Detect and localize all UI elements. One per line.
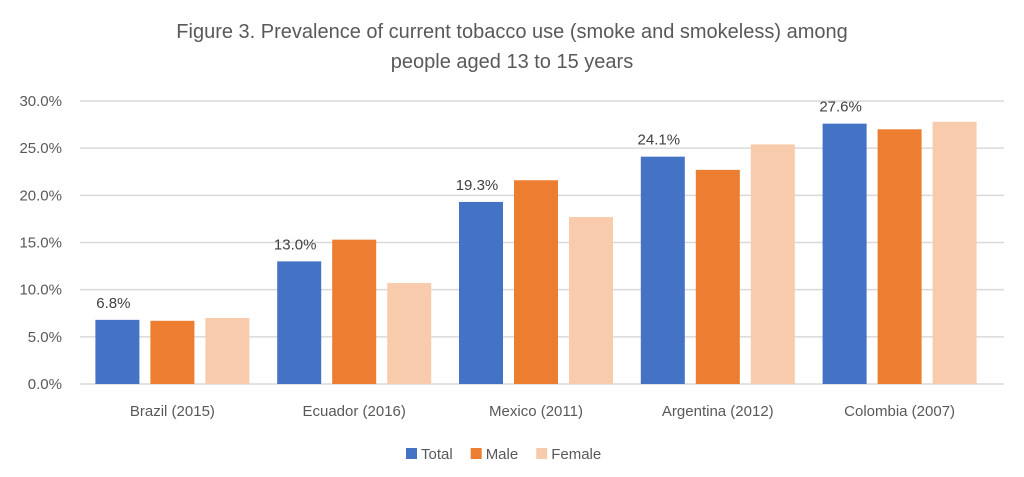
bar-male	[514, 180, 558, 384]
bar-female	[205, 317, 250, 384]
bar-total	[822, 123, 867, 384]
bar-female	[932, 121, 977, 385]
legend-label: Total	[421, 446, 453, 463]
y-tick-label: 30.0%	[19, 93, 62, 110]
legend-label: Female	[551, 446, 601, 463]
bar-total	[95, 319, 140, 384]
data-label: 19.3%	[456, 177, 499, 194]
data-label: 13.0%	[274, 236, 317, 253]
y-tick-label: 20.0%	[19, 187, 62, 204]
x-category-label: Colombia (2007)	[844, 403, 955, 420]
bar-total	[640, 156, 685, 384]
x-category-label: Argentina (2012)	[662, 403, 774, 420]
x-category-label: Mexico (2011)	[489, 403, 583, 420]
y-tick-label: 15.0%	[19, 235, 62, 252]
legend-swatch-female	[536, 448, 548, 459]
y-tick-label: 10.0%	[19, 282, 62, 299]
chart-title: Figure 3. Prevalence of current tobacco …	[176, 21, 847, 43]
bar-total	[277, 261, 322, 384]
bar-female	[569, 217, 613, 384]
x-category-label: Brazil (2015)	[130, 403, 215, 420]
bar-male	[332, 239, 377, 384]
x-category-label: Ecuador (2016)	[302, 403, 405, 420]
data-label: 24.1%	[638, 132, 681, 149]
bar-total	[459, 201, 503, 384]
data-label: 27.6%	[819, 99, 862, 116]
bar-female	[750, 144, 795, 384]
chart-title-line2: people aged 13 to 15 years	[391, 51, 633, 73]
bar-male	[150, 320, 195, 384]
bar-male	[877, 129, 922, 384]
legend-swatch-total	[406, 448, 417, 459]
legend-swatch-male	[470, 448, 482, 459]
bar-female	[387, 283, 432, 384]
legend-label: Male	[486, 446, 519, 463]
y-tick-label: 25.0%	[19, 140, 62, 157]
data-label: 6.8%	[96, 295, 130, 312]
y-tick-label: 0.0%	[28, 376, 62, 393]
y-tick-label: 5.0%	[28, 329, 62, 346]
bar-male	[695, 169, 740, 384]
